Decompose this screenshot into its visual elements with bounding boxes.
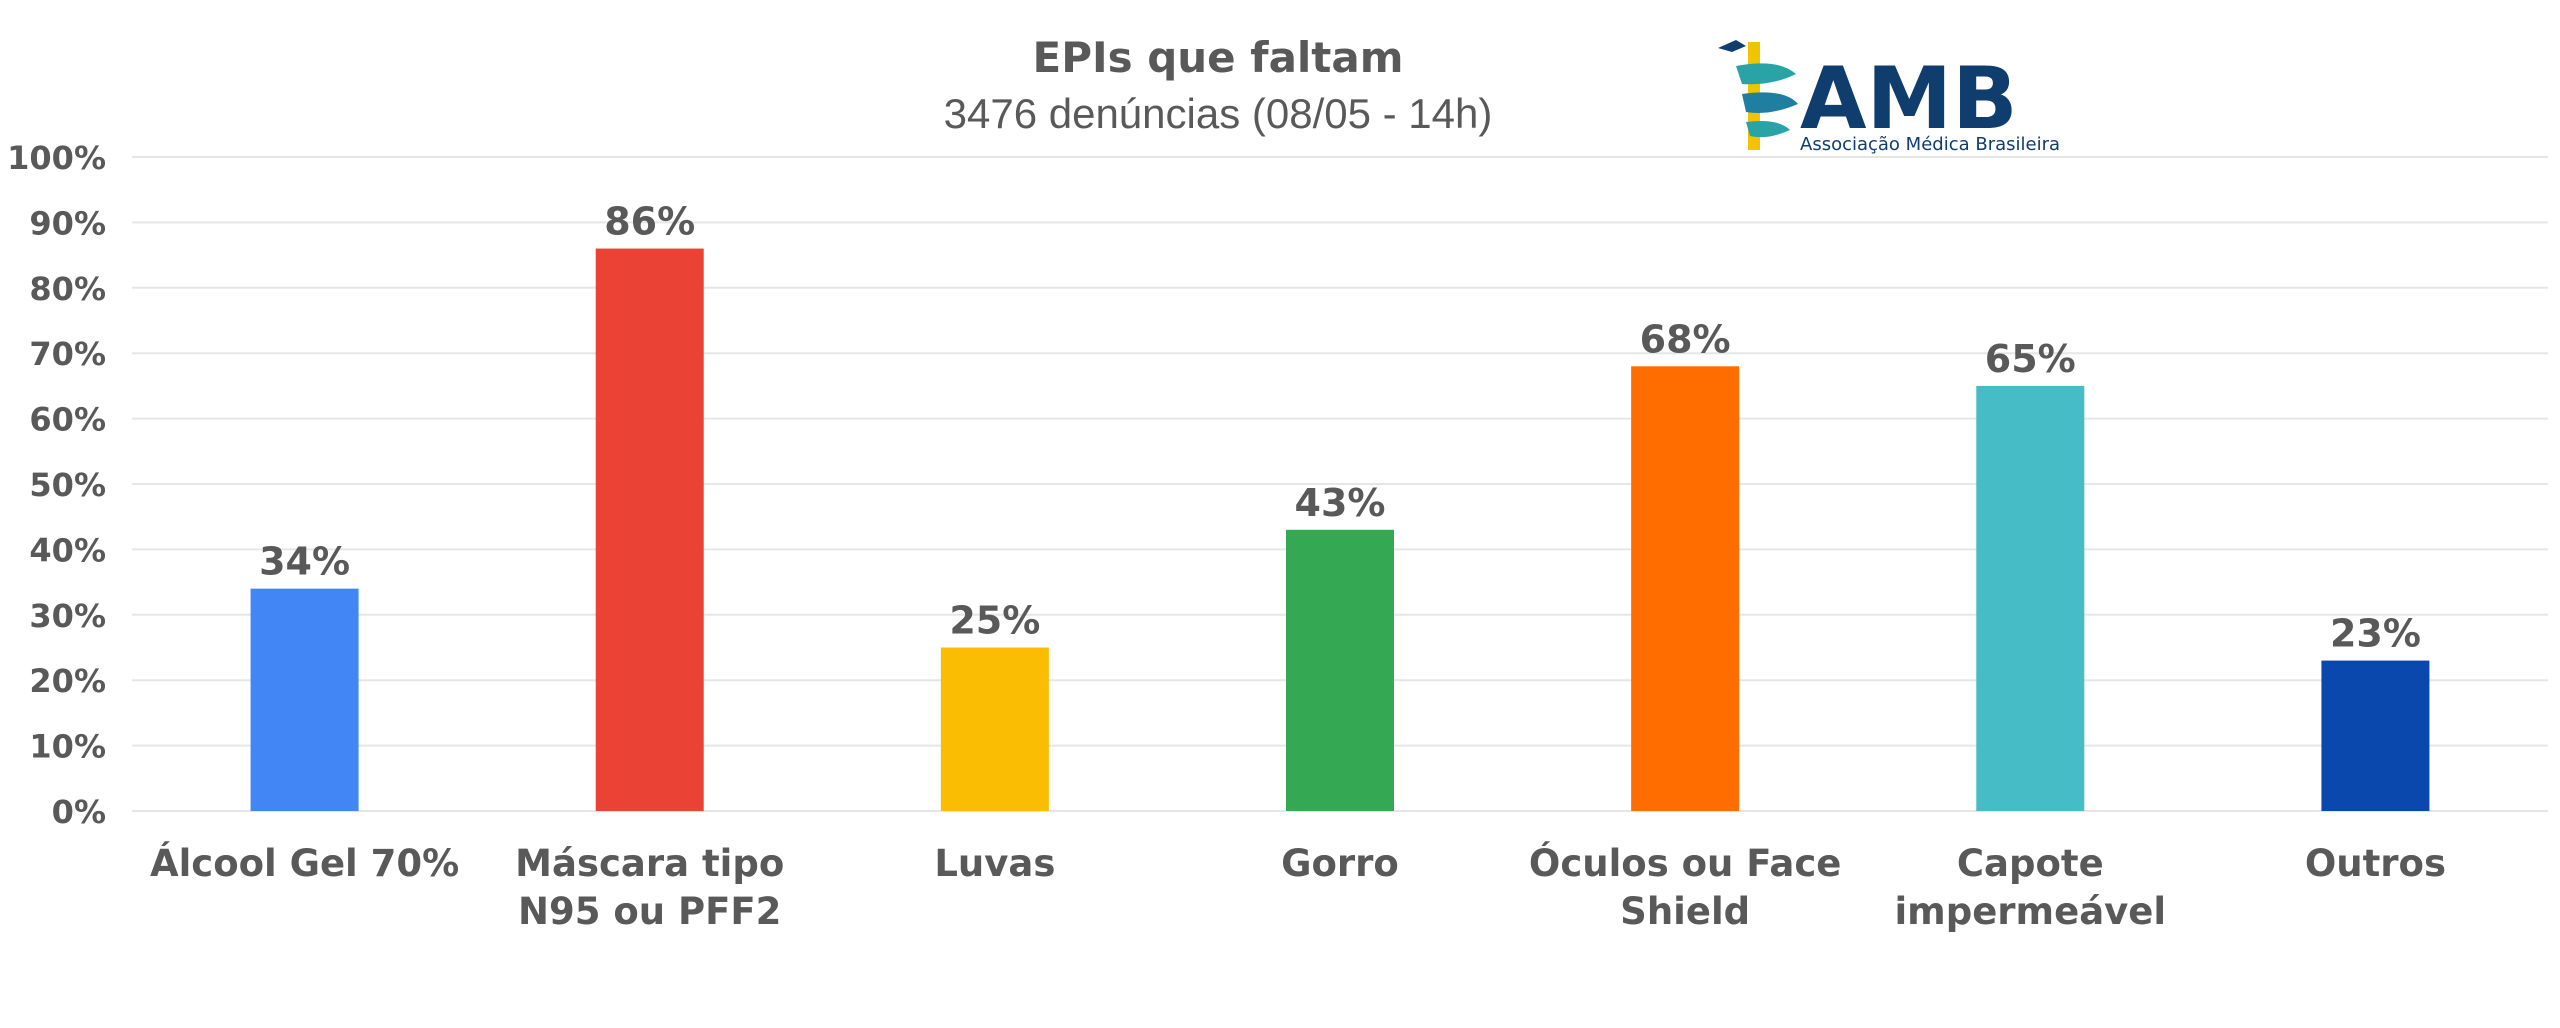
amb-logo: AMB Associação Médica Brasileira bbox=[1718, 40, 2060, 155]
x-tick-label: Máscara tipo N95 ou PFF2 bbox=[515, 842, 784, 933]
x-tick-label: Óculos ou Face Shield bbox=[1529, 841, 1841, 933]
x-tick-label: Luvas bbox=[934, 842, 1055, 885]
y-tick-label: 100% bbox=[7, 139, 106, 177]
y-tick-label: 90% bbox=[29, 204, 106, 242]
bar bbox=[595, 248, 704, 811]
x-axis-ticks: Álcool Gel 70% Máscara tipo N95 ou PFF2 Luv… bbox=[150, 841, 2446, 933]
y-tick-label: 0% bbox=[52, 793, 106, 831]
data-label: 23% bbox=[2330, 612, 2421, 656]
y-tick-label: 70% bbox=[29, 335, 106, 373]
y-tick-label: 10% bbox=[29, 728, 106, 766]
chart-subtitle: 3476 denúncias (08/05 - 14h) bbox=[944, 90, 1493, 137]
data-labels: 34% 86% 25% 43% 68% 65% 23% bbox=[259, 200, 2421, 656]
bar bbox=[1286, 529, 1394, 811]
y-tick-label: 40% bbox=[29, 531, 106, 569]
caduceus-icon bbox=[1718, 40, 1798, 150]
y-tick-label: 50% bbox=[29, 466, 106, 504]
data-label: 25% bbox=[949, 599, 1040, 643]
x-tick-label: Capote impermeável bbox=[1894, 842, 2166, 933]
bar bbox=[940, 647, 1049, 811]
data-label: 65% bbox=[1985, 337, 2076, 381]
data-label: 34% bbox=[259, 540, 350, 584]
bar bbox=[1976, 385, 2085, 811]
data-label: 86% bbox=[604, 200, 695, 244]
data-label: 43% bbox=[1295, 481, 1386, 525]
data-label: 68% bbox=[1640, 317, 1731, 361]
chart-title: EPIs que faltam bbox=[1033, 33, 1404, 82]
y-tick-label: 80% bbox=[29, 270, 106, 308]
logo-text: AMB bbox=[1800, 49, 2018, 149]
bar bbox=[2321, 660, 2430, 811]
y-tick-label: 20% bbox=[29, 662, 106, 700]
bar bbox=[250, 588, 359, 811]
bar bbox=[1631, 366, 1740, 811]
x-tick-label: Outros bbox=[2305, 842, 2446, 885]
x-tick-label: Gorro bbox=[1281, 842, 1399, 885]
y-tick-label: 30% bbox=[29, 597, 106, 635]
logo-subtext: Associação Médica Brasileira bbox=[1800, 134, 2060, 155]
y-axis-ticks: 0% 10% 20% 30% 40% 50% 60% 70% 80% 90% 100% bbox=[7, 139, 106, 831]
x-tick-label: Álcool Gel 70% bbox=[150, 841, 459, 885]
bars bbox=[250, 248, 2430, 811]
y-tick-label: 60% bbox=[29, 401, 106, 439]
